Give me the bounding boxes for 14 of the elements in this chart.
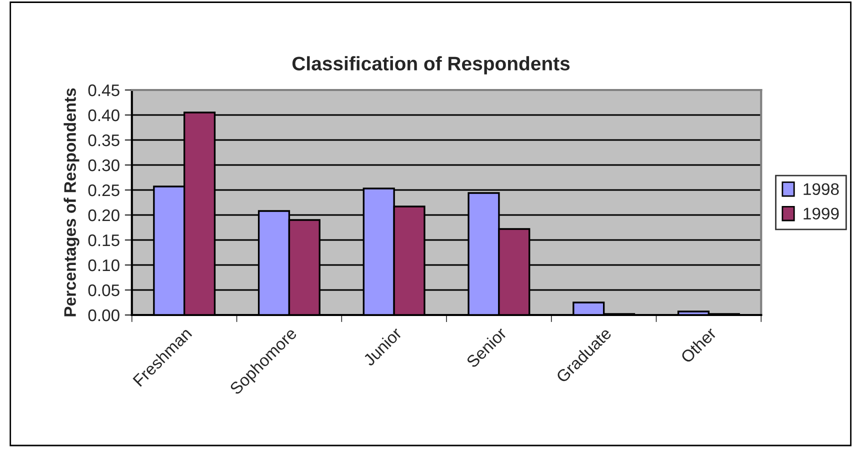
y-tick-label: 0.35 — [88, 134, 120, 146]
y-tick-label: 0.05 — [88, 284, 120, 296]
y-axis-title: Percentages of Respondents — [64, 88, 80, 316]
y-tick-label: 0.00 — [88, 309, 120, 322]
y-tick-label: 0.40 — [88, 109, 120, 122]
y-tick-label: 0.10 — [88, 259, 120, 272]
y-tick-label: 0.20 — [88, 209, 120, 222]
chart-title: Classification of Respondents — [292, 56, 570, 74]
y-tick-label: 0.25 — [88, 184, 120, 196]
y-tick-label: 0.45 — [88, 84, 120, 96]
y-tick-label: 0.30 — [88, 159, 120, 172]
legend-label: 1998 — [804, 183, 839, 196]
y-tick-label: 0.15 — [88, 234, 120, 246]
legend-label: 1999 — [804, 208, 839, 220]
